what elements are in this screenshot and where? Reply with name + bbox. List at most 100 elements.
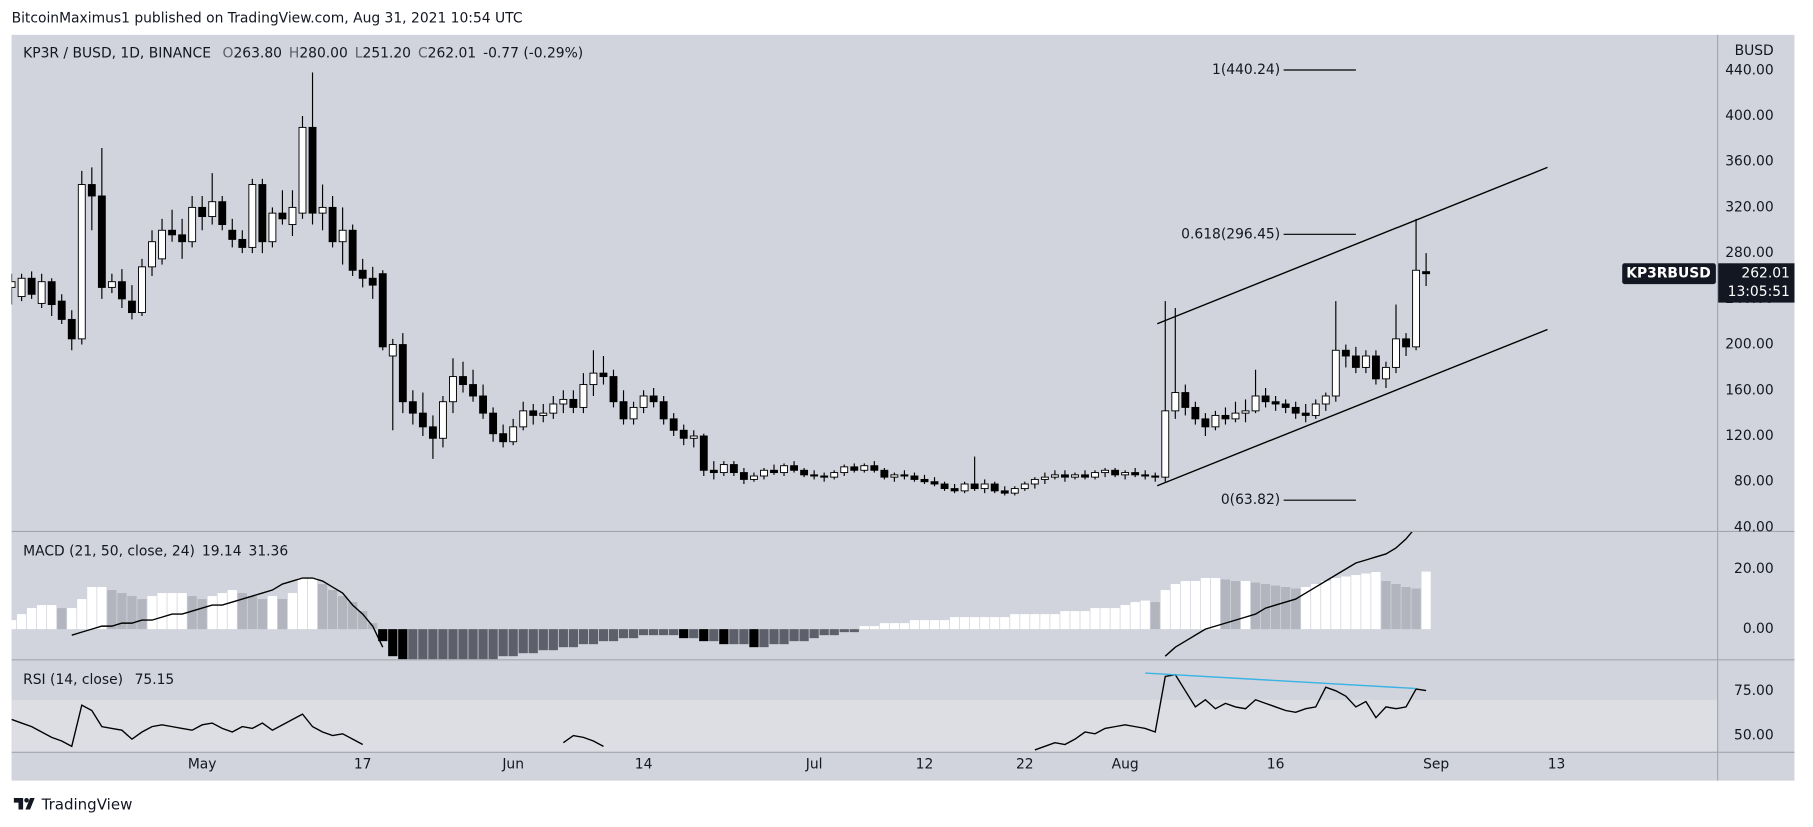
candle-body — [459, 376, 467, 386]
rsi-line — [11, 673, 1427, 751]
candle-body — [1382, 366, 1390, 380]
legend-key: O — [223, 45, 234, 61]
rsi-name: RSI (14, close) — [23, 672, 123, 688]
macd-histogram-bar — [337, 596, 348, 630]
macd-histogram-bar — [899, 623, 910, 630]
macd-histogram-bar — [538, 629, 548, 651]
candle-body — [128, 300, 136, 314]
macd-histogram-bar — [1371, 572, 1381, 630]
candle-body — [318, 206, 327, 214]
macd-histogram-bar — [107, 590, 117, 630]
macd-histogram-bar — [1341, 576, 1351, 630]
candle-body — [57, 300, 66, 320]
macd-histogram-bar — [1030, 614, 1040, 630]
macd-histogram-bar — [87, 587, 97, 630]
macd-histogram-bar — [317, 584, 328, 630]
macd-histogram-bar — [769, 629, 779, 645]
macd-histogram-bar — [638, 629, 649, 636]
candle-body — [1291, 406, 1300, 414]
macd-histogram-bar — [307, 578, 318, 630]
candle-body — [1341, 349, 1350, 357]
candle-body — [729, 464, 738, 474]
candle-body — [870, 465, 879, 471]
candle-body — [1171, 392, 1180, 412]
candle-body — [960, 483, 969, 492]
macd-histogram-bar — [1351, 575, 1361, 630]
legend-key: L — [355, 45, 363, 61]
macd-name: MACD (21, 50, close, 24) — [23, 544, 195, 560]
candle-body — [780, 465, 788, 474]
candle-body — [810, 474, 819, 477]
macd-histogram-bar — [568, 629, 578, 648]
macd-histogram-bar — [167, 593, 177, 630]
candle-body — [709, 469, 718, 474]
candle-body — [800, 469, 809, 476]
macd-histogram-bar — [207, 596, 217, 630]
candle-body — [1331, 349, 1340, 397]
rsi-trendline — [1145, 672, 1416, 690]
macd-histogram-bar — [1381, 581, 1391, 630]
y-tick-label: 80.00 — [1734, 474, 1774, 490]
candle-body — [27, 277, 36, 295]
candle-body — [1010, 488, 1019, 494]
candle-body — [368, 277, 377, 286]
fib-label: 0(63.82) — [1221, 492, 1280, 508]
candle-body — [1351, 355, 1360, 368]
macd-histogram-bar — [1060, 611, 1070, 630]
candle-body — [168, 229, 177, 236]
macd-histogram-bar — [1401, 587, 1411, 630]
candle-body — [980, 483, 989, 490]
macd-histogram-bar — [77, 599, 87, 630]
candle-body — [1151, 475, 1160, 478]
candle-body — [830, 472, 839, 478]
macd-histogram-bar — [648, 629, 659, 636]
macd-histogram-bar — [498, 629, 508, 657]
candle-body — [499, 433, 508, 443]
candle-body — [850, 466, 859, 471]
candle-body — [1271, 401, 1280, 405]
macd-histogram-bar — [1411, 588, 1421, 630]
candle-body — [439, 401, 447, 439]
macd-histogram-bar — [1080, 611, 1090, 630]
macd-histogram-bar — [217, 593, 227, 630]
axis-title: BUSD — [1735, 43, 1774, 59]
macd-histogram-bar — [1070, 611, 1080, 630]
fib-label: 1(440.24) — [1212, 62, 1280, 78]
macd-histogram-bar — [1160, 590, 1170, 630]
macd-histogram-bar — [287, 593, 298, 630]
price-tag-countdown: 13:05:51 — [1728, 284, 1790, 300]
rsi-band — [11, 699, 1718, 752]
candle-body — [338, 229, 347, 243]
rsi-pane — [11, 672, 1427, 751]
candle-body — [288, 206, 297, 226]
candle-body — [1221, 414, 1230, 420]
macd-histogram-bar — [67, 608, 77, 630]
candle-body — [1161, 410, 1170, 478]
footer-brand: TradingView — [41, 795, 133, 813]
macd-value: 31.36 — [249, 544, 289, 560]
macd-histogram-bar — [689, 629, 699, 639]
candle-body — [719, 464, 728, 474]
macd-histogram-bar — [277, 599, 288, 630]
candle-body — [739, 472, 748, 480]
macd-histogram-bar — [970, 617, 980, 630]
macd-histogram-bar — [578, 629, 589, 645]
y-tick-label: 120.00 — [1725, 428, 1774, 444]
macd-histogram-bar — [679, 629, 689, 639]
macd-histogram-bar — [729, 629, 739, 645]
candle-body — [629, 406, 638, 420]
candles: 1(440.24) 0.618(296.45) 0(63.82) — [11, 62, 1548, 508]
candle-body — [619, 401, 628, 420]
x-tick-label: 13 — [1548, 756, 1566, 772]
candle-body — [1050, 474, 1059, 478]
candle-body — [1231, 412, 1240, 420]
candle-body — [1081, 474, 1089, 478]
candle-body — [1281, 403, 1290, 408]
legend-symbol: KP3R / BUSD, 1D, BINANCE — [23, 45, 211, 61]
legend-value: 251.20 — [363, 45, 412, 61]
logo-part — [13, 797, 24, 810]
x-tick-label: 14 — [635, 756, 653, 772]
x-tick-label: Jun — [501, 756, 524, 772]
macd-pane — [11, 532, 1431, 660]
rsi-value: 75.15 — [135, 672, 175, 688]
